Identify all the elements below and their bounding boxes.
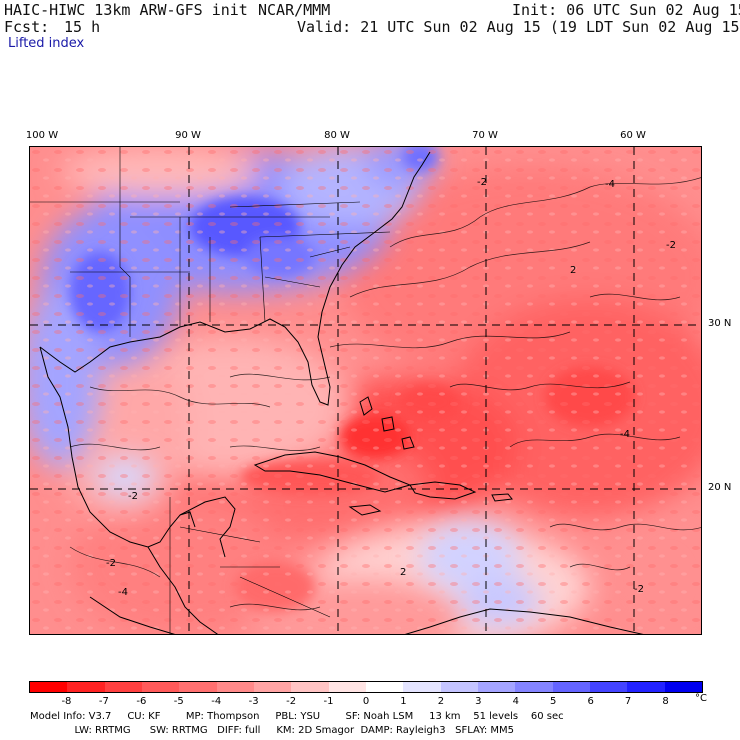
- model-info-line1: Model Info: V3.7 CU: KF MP: Thompson PBL…: [30, 711, 564, 722]
- contour-label: -2: [634, 584, 644, 595]
- colorbar: [29, 681, 703, 693]
- forecast-label: Fcst:: [4, 18, 50, 36]
- colorbar-tick-label: 7: [624, 696, 632, 707]
- colorbar-swatch: [589, 682, 628, 692]
- colorbar-swatch: [104, 682, 142, 692]
- colorbar-swatch: [664, 682, 702, 692]
- colorbar-unit: °C: [695, 693, 707, 704]
- colorbar-tick-label: -6: [136, 696, 147, 707]
- coastlines: [39, 151, 644, 634]
- contour-label: -4: [620, 429, 630, 440]
- colorbar-tick-label: 1: [400, 696, 407, 707]
- colorbar-swatch: [253, 682, 292, 692]
- lon-label-100w: 100 W: [25, 130, 59, 141]
- lat-label-20n: 20 N: [708, 482, 732, 493]
- field-name: Lifted index: [8, 36, 85, 51]
- colorbar-tick-label: -1: [323, 696, 334, 707]
- state-borders: [30, 147, 391, 634]
- map-canvas: -2 -2 -2 -4 -4 -2 -4 2 2 -2: [30, 147, 701, 634]
- colorbar-swatch: [627, 682, 665, 692]
- colorbar-swatch: [179, 682, 217, 692]
- lat-label-30n: 30 N: [708, 318, 732, 329]
- contour-label: -2: [477, 177, 487, 188]
- colorbar-swatch: [552, 682, 590, 692]
- colorbar-tick-label: -2: [286, 696, 297, 707]
- colorbar-swatch: [291, 682, 329, 692]
- colorbar-swatch: [216, 682, 254, 692]
- contour-label: -4: [605, 179, 615, 190]
- valid-time: Valid: 21 UTC Sun 02 Aug 15 (19 LDT Sun …: [297, 18, 740, 36]
- graticule: [30, 147, 701, 634]
- contour-label: -4: [118, 587, 128, 598]
- org-label: NCAR/MMM: [258, 1, 331, 19]
- contour-label: 2: [570, 265, 576, 276]
- model-title: HAIC-HIWC 13km ARW-GFS init: [4, 1, 248, 19]
- forecast-hour: 15 h: [64, 18, 101, 36]
- colorbar-swatch: [365, 682, 404, 692]
- colorbar-tick-label: -4: [211, 696, 222, 707]
- colorbar-tick-label: 3: [475, 696, 482, 707]
- colorbar-tick-label: 6: [587, 696, 594, 707]
- colorbar-tick-label: 5: [550, 696, 557, 707]
- contour-label: -2: [666, 240, 676, 251]
- colorbar-swatch: [440, 682, 478, 692]
- contour-label: -2: [128, 491, 138, 502]
- colorbar-swatch: [477, 682, 516, 692]
- colorbar-swatch: [403, 682, 441, 692]
- colorbar-swatch: [30, 682, 68, 692]
- lon-label-80w: 80 W: [324, 130, 350, 141]
- init-time: Init: 06 UTC Sun 02 Aug 15: [512, 1, 740, 19]
- colorbar-swatch: [515, 682, 553, 692]
- colorbar-tick-label: -5: [173, 696, 184, 707]
- colorbar-tick-label: 0: [362, 696, 370, 707]
- colorbar-swatch: [141, 682, 180, 692]
- colorbar-tick-label: 2: [437, 696, 445, 707]
- lon-label-60w: 60 W: [620, 130, 646, 141]
- colorbar-tick-label: 4: [512, 696, 519, 707]
- lon-label-70w: 70 W: [472, 130, 498, 141]
- contour-lines: [69, 177, 701, 611]
- model-info-line2: LW: RRTMG SW: RRTMG DIFF: full KM: 2D Sm…: [30, 725, 515, 736]
- contour-label: 2: [400, 567, 406, 578]
- colorbar-tick-label: -7: [98, 696, 109, 707]
- colorbar-swatch: [67, 682, 105, 692]
- contour-label: -2: [106, 558, 116, 569]
- lon-label-90w: 90 W: [175, 130, 201, 141]
- colorbar-tick-label: 8: [662, 696, 669, 707]
- colorbar-tick-label: -8: [61, 696, 72, 707]
- colorbar-tick-label: -3: [248, 696, 259, 707]
- lifted-index-map: -2 -2 -2 -4 -4 -2 -4 2 2 -2: [29, 146, 702, 635]
- field-texture: [30, 147, 701, 634]
- colorbar-swatch: [328, 682, 366, 692]
